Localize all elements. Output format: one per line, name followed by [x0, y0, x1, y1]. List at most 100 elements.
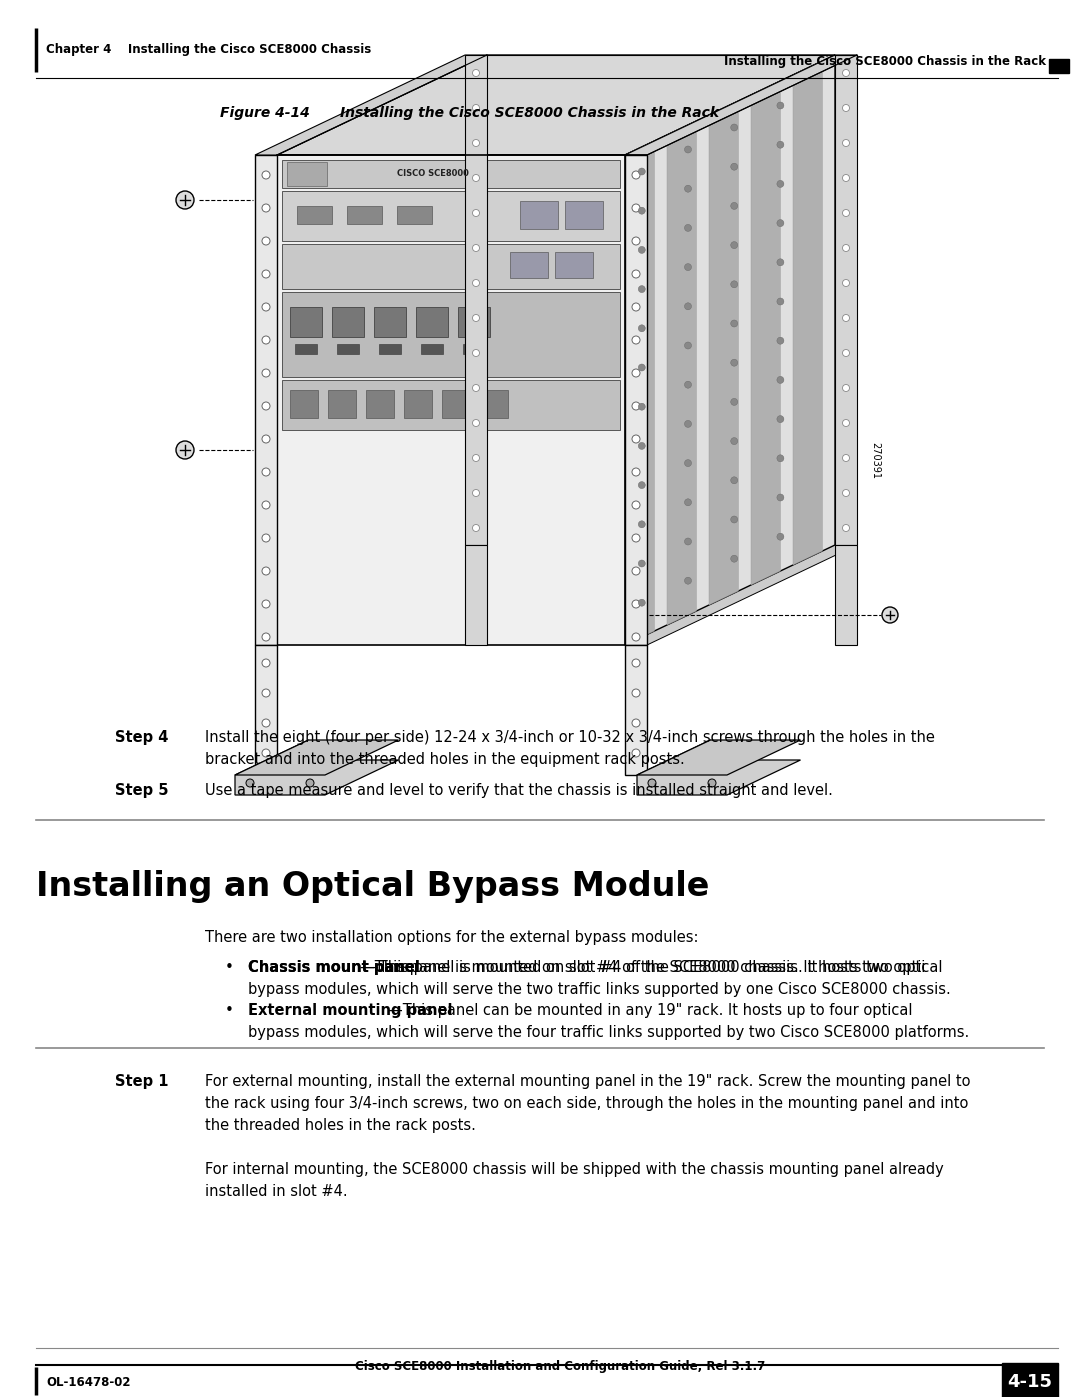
Circle shape — [473, 279, 480, 286]
Bar — [291, 390, 318, 418]
Circle shape — [632, 633, 640, 641]
Circle shape — [685, 186, 691, 193]
Bar — [1049, 59, 1069, 73]
Circle shape — [777, 141, 784, 148]
Circle shape — [473, 244, 480, 251]
Circle shape — [262, 599, 270, 608]
Text: bypass modules, which will serve the two traffic links supported by one Cisco SC: bypass modules, which will serve the two… — [248, 982, 950, 997]
Text: OL-16478-02: OL-16478-02 — [46, 1376, 131, 1390]
Circle shape — [842, 384, 850, 391]
Circle shape — [731, 203, 738, 210]
Circle shape — [262, 719, 270, 726]
Bar — [519, 201, 558, 229]
Circle shape — [685, 147, 691, 154]
Circle shape — [262, 502, 270, 509]
Circle shape — [632, 303, 640, 312]
Polygon shape — [793, 61, 822, 564]
Text: Install the eight (four per side) 12-24 x 3/4-inch or 10-32 x 3/4-inch screws th: Install the eight (four per side) 12-24 … — [205, 731, 935, 745]
Circle shape — [638, 207, 646, 214]
Text: For external mounting, install the external mounting panel in the 19" rack. Scre: For external mounting, install the exter… — [205, 1074, 971, 1090]
Circle shape — [632, 369, 640, 377]
Circle shape — [262, 270, 270, 278]
Bar — [282, 161, 620, 189]
Bar — [465, 54, 487, 545]
Bar — [555, 251, 593, 278]
Polygon shape — [235, 740, 399, 795]
Circle shape — [648, 780, 656, 787]
Circle shape — [708, 780, 716, 787]
Bar — [463, 344, 485, 353]
Bar — [366, 390, 394, 418]
Circle shape — [842, 489, 850, 496]
Circle shape — [262, 369, 270, 377]
Circle shape — [262, 170, 270, 179]
Text: Chassis mount panel: Chassis mount panel — [248, 960, 420, 975]
Circle shape — [262, 534, 270, 542]
Circle shape — [638, 246, 646, 253]
Circle shape — [731, 437, 738, 444]
Circle shape — [685, 381, 691, 388]
Circle shape — [777, 102, 784, 109]
Circle shape — [777, 495, 784, 502]
Bar — [416, 307, 448, 337]
Polygon shape — [667, 122, 697, 624]
Bar — [328, 390, 356, 418]
Bar — [282, 191, 620, 242]
Text: —This panel can be mounted in any 19" rack. It hosts up to four optical: —This panel can be mounted in any 19" ra… — [388, 1003, 913, 1018]
Circle shape — [638, 168, 646, 175]
Circle shape — [632, 659, 640, 666]
Circle shape — [882, 608, 897, 623]
Circle shape — [842, 210, 850, 217]
Polygon shape — [751, 81, 781, 585]
Circle shape — [632, 599, 640, 608]
Polygon shape — [637, 740, 800, 775]
Text: bracket and into the threaded holes in the equipment rack posts.: bracket and into the threaded holes in t… — [205, 752, 685, 767]
Circle shape — [685, 303, 691, 310]
Circle shape — [262, 237, 270, 244]
Circle shape — [262, 468, 270, 476]
Bar — [291, 307, 322, 337]
Circle shape — [685, 538, 691, 545]
Circle shape — [731, 163, 738, 170]
Text: •: • — [225, 960, 234, 975]
Circle shape — [777, 455, 784, 462]
Circle shape — [731, 124, 738, 131]
Bar — [282, 380, 620, 430]
Text: 270391: 270391 — [870, 441, 880, 479]
Circle shape — [632, 337, 640, 344]
Polygon shape — [708, 101, 739, 605]
Circle shape — [473, 210, 480, 217]
Bar — [835, 54, 858, 545]
Circle shape — [632, 468, 640, 476]
Text: CISCO SCE8000: CISCO SCE8000 — [397, 169, 470, 179]
Circle shape — [632, 749, 640, 757]
Circle shape — [262, 567, 270, 576]
Circle shape — [685, 577, 691, 584]
Circle shape — [777, 415, 784, 423]
Circle shape — [842, 244, 850, 251]
Circle shape — [638, 521, 646, 528]
Circle shape — [842, 524, 850, 531]
Circle shape — [262, 434, 270, 443]
Circle shape — [777, 298, 784, 305]
Circle shape — [731, 281, 738, 288]
Text: Step 1: Step 1 — [114, 1074, 168, 1090]
Text: bypass modules, which will serve the four traffic links supported by two Cisco S: bypass modules, which will serve the fou… — [248, 1025, 969, 1039]
Text: Chassis mount panel: Chassis mount panel — [248, 960, 420, 975]
Bar — [625, 155, 647, 645]
Circle shape — [246, 780, 254, 787]
Bar — [255, 645, 276, 775]
Circle shape — [632, 502, 640, 509]
Circle shape — [777, 219, 784, 226]
Circle shape — [731, 555, 738, 562]
Circle shape — [842, 140, 850, 147]
Circle shape — [638, 404, 646, 411]
Circle shape — [262, 689, 270, 697]
Circle shape — [638, 365, 646, 372]
Text: Use a tape measure and level to verify that the chassis is installed straight an: Use a tape measure and level to verify t… — [205, 782, 833, 798]
Circle shape — [473, 175, 480, 182]
Circle shape — [176, 191, 194, 210]
Circle shape — [262, 204, 270, 212]
Circle shape — [473, 489, 480, 496]
Text: Step 4: Step 4 — [114, 731, 168, 745]
